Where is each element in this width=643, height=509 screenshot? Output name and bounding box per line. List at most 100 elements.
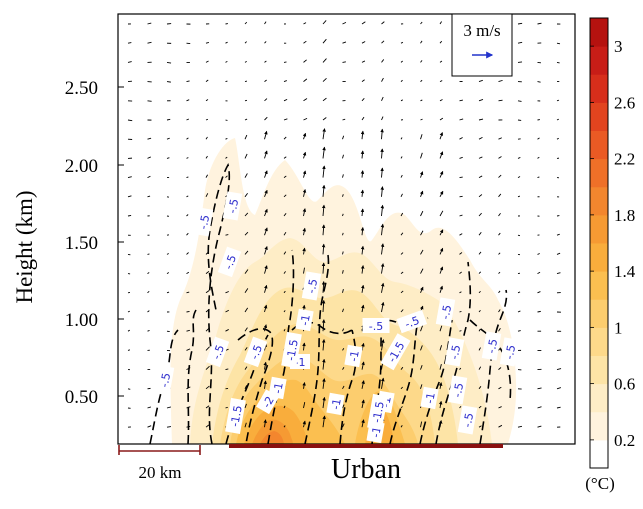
colorbar-tick-label: 0.6: [614, 375, 635, 394]
wind-vector: [498, 309, 501, 313]
wind-vector: [459, 252, 463, 255]
wind-vector: [380, 128, 384, 140]
wind-vector: [537, 310, 541, 313]
wind-vector: [400, 252, 404, 255]
wind-vector: [321, 319, 326, 332]
wind-vector: [147, 100, 152, 102]
wind-vector: [186, 176, 189, 179]
wind-vector: [478, 328, 481, 332]
scale-bar: [118, 445, 201, 455]
colorbar-tick-label: 2.6: [614, 93, 635, 112]
contour-label-text: -.5: [448, 344, 463, 361]
wind-vector: [478, 425, 482, 428]
wind-vector: [420, 118, 423, 121]
wind-vector: [283, 213, 287, 217]
contour-label: -2: [256, 389, 280, 415]
wind-vector: [225, 156, 228, 159]
wind-vector: [302, 247, 306, 255]
wind-vector: [186, 99, 190, 102]
wind-vector: [264, 227, 268, 236]
wind-vector: [439, 210, 444, 217]
wind-vector: [380, 204, 385, 217]
wind-vector: [400, 156, 403, 159]
wind-vector: [459, 406, 462, 409]
wind-vector: [244, 250, 249, 255]
contour-label: -1.5: [225, 397, 246, 434]
wind-vector: [147, 195, 151, 198]
contour-label-box: [420, 386, 439, 410]
contour-label-text: -.5: [210, 343, 227, 361]
contour-label-box: [256, 389, 280, 415]
wind-vector: [438, 419, 443, 428]
contour-label-text: -1: [347, 350, 362, 363]
wind-vector: [127, 214, 132, 217]
colorbar-frame: [589, 17, 609, 469]
wind-vector: [478, 405, 482, 409]
wind-vector: [302, 227, 307, 236]
wind-vector: [360, 284, 365, 293]
wind-vector: [478, 194, 483, 198]
wind-vector: [205, 79, 209, 82]
wind-vector: [498, 193, 502, 198]
wind-vector: [302, 381, 306, 389]
contour-label: -.5: [396, 309, 428, 334]
wind-vector: [283, 80, 287, 83]
wind-vector: [381, 96, 384, 101]
wind-vector: [420, 40, 423, 44]
wind-vector: [537, 291, 541, 294]
wind-vector: [283, 328, 286, 332]
wind-vector: [186, 271, 190, 274]
wind-vector: [147, 425, 152, 428]
contour-label: -.5: [193, 207, 214, 237]
wind-vector: [186, 195, 189, 198]
wind-vector: [186, 214, 189, 217]
wind-vector: [244, 80, 248, 83]
wind-vector: [361, 361, 365, 370]
wind-vector: [478, 175, 483, 178]
wind-vector: [225, 138, 228, 140]
wind-vector: [498, 137, 502, 140]
wind-vector: [439, 266, 444, 274]
contour-label-text: -1: [271, 382, 286, 395]
contour-label-text: -.5: [197, 214, 212, 231]
wind-vector: [186, 291, 190, 294]
colorbar-band: [590, 102, 608, 131]
wind-vector: [498, 271, 501, 274]
colorbar-band: [590, 271, 608, 300]
wind-vector: [420, 152, 423, 159]
wind-vector: [127, 61, 132, 63]
wind-vector: [127, 349, 131, 351]
wind-vector: [537, 387, 542, 390]
wind-vector: [225, 234, 229, 236]
wind-vector: [342, 118, 346, 121]
contour-label: -.5: [222, 191, 243, 221]
y-tick-label: 2.00: [65, 156, 98, 177]
contour-label: -.5: [154, 365, 175, 395]
wind-vector: [517, 291, 521, 294]
wind-vector: [264, 79, 267, 82]
wind-vector: [400, 79, 403, 82]
wind-vector: [322, 20, 327, 25]
wind-vector: [556, 368, 562, 371]
contour-label: -1: [326, 392, 345, 416]
wind-vector: [205, 308, 210, 313]
wind-vector: [205, 251, 209, 255]
wind-vector: [147, 175, 151, 179]
wind-vector: [537, 253, 540, 255]
y-tick-label: 0.50: [65, 387, 98, 408]
wind-vector: [186, 252, 189, 255]
wind-vector: [380, 282, 385, 293]
wind-vector: [244, 231, 249, 236]
colorbar-tick-label: 1.4: [614, 262, 636, 281]
wind-vector: [264, 60, 267, 63]
wind-vector: [166, 406, 171, 409]
wind-vector: [498, 328, 501, 332]
wind-vector: [420, 249, 424, 255]
wind-vector: [361, 380, 365, 389]
contour-fill-1.8: [260, 431, 284, 444]
wind-vector: [342, 232, 344, 236]
wind-vector: [186, 80, 190, 83]
contour-label-box: [205, 336, 230, 368]
wind-vector: [537, 406, 542, 409]
wind-vector: [283, 136, 287, 140]
